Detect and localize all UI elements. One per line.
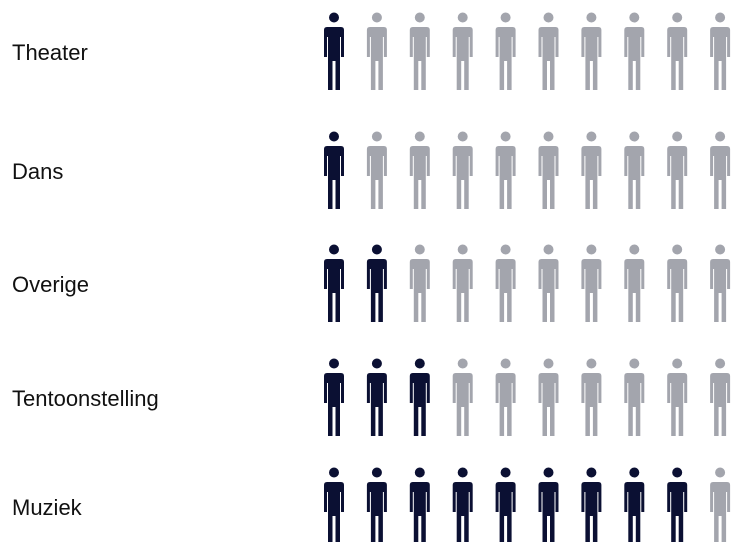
pictogram-row: Theater — [12, 12, 731, 90]
person-icon-empty — [538, 358, 559, 436]
person-icon-empty — [409, 244, 430, 322]
person-icon-empty — [538, 12, 559, 90]
row-label: Tentoonstelling — [12, 386, 159, 411]
person-icon-filled — [324, 244, 344, 322]
person-icon-empty — [366, 12, 387, 90]
person-icon-empty — [409, 131, 430, 209]
person-icon-empty — [409, 12, 430, 90]
person-icon-empty — [710, 12, 731, 90]
person-icon-empty — [667, 358, 688, 436]
person-icon-empty — [624, 244, 645, 322]
row-label: Dans — [12, 159, 63, 184]
person-icon-empty — [581, 244, 602, 322]
person-icon-filled — [366, 467, 387, 542]
person-icon-empty — [452, 358, 473, 436]
person-icon-filled — [581, 467, 602, 542]
pictogram-row: Tentoonstelling — [12, 358, 731, 436]
person-icon-filled — [624, 467, 645, 542]
person-icon-empty — [710, 467, 731, 542]
person-icon-filled — [452, 467, 473, 542]
row-label: Muziek — [12, 495, 83, 520]
row-label: Theater — [12, 40, 88, 65]
person-icon-empty — [667, 131, 688, 209]
person-icon-filled — [324, 358, 344, 436]
person-icon-empty — [624, 131, 645, 209]
person-icon-empty — [581, 131, 602, 209]
pictogram-row: Muziek — [12, 467, 731, 542]
rows-group: Theater Dans Overige Tentoonstelling Muziek — [12, 12, 731, 542]
person-icon-empty — [710, 244, 731, 322]
person-icon-empty — [495, 244, 516, 322]
person-icon-empty — [452, 244, 473, 322]
person-icon-filled — [667, 467, 688, 542]
person-icon-empty — [581, 12, 602, 90]
person-icon-empty — [495, 131, 516, 209]
person-icon-empty — [538, 244, 559, 322]
person-icon-filled — [409, 467, 430, 542]
person-icon-filled — [409, 358, 430, 436]
person-icon-empty — [624, 358, 645, 436]
person-icon-filled — [366, 244, 387, 322]
person-icon-filled — [324, 12, 344, 90]
person-icon-empty — [667, 244, 688, 322]
pictogram-row: Dans — [12, 131, 731, 209]
person-icon-filled — [324, 131, 344, 209]
person-icon-empty — [581, 358, 602, 436]
person-icon-empty — [710, 131, 731, 209]
person-icon-empty — [452, 131, 473, 209]
person-icon-empty — [624, 12, 645, 90]
person-icon-empty — [495, 12, 516, 90]
person-icon-empty — [710, 358, 731, 436]
person-icon-empty — [366, 131, 387, 209]
person-icon-empty — [495, 358, 516, 436]
person-icon-filled — [495, 467, 516, 542]
person-icon-filled — [324, 467, 344, 542]
person-icon-empty — [452, 12, 473, 90]
person-icon-filled — [538, 467, 559, 542]
person-icon-filled — [366, 358, 387, 436]
person-icon-empty — [538, 131, 559, 209]
row-label: Overige — [12, 272, 89, 297]
pictogram-row: Overige — [12, 244, 731, 322]
person-icon-empty — [667, 12, 688, 90]
